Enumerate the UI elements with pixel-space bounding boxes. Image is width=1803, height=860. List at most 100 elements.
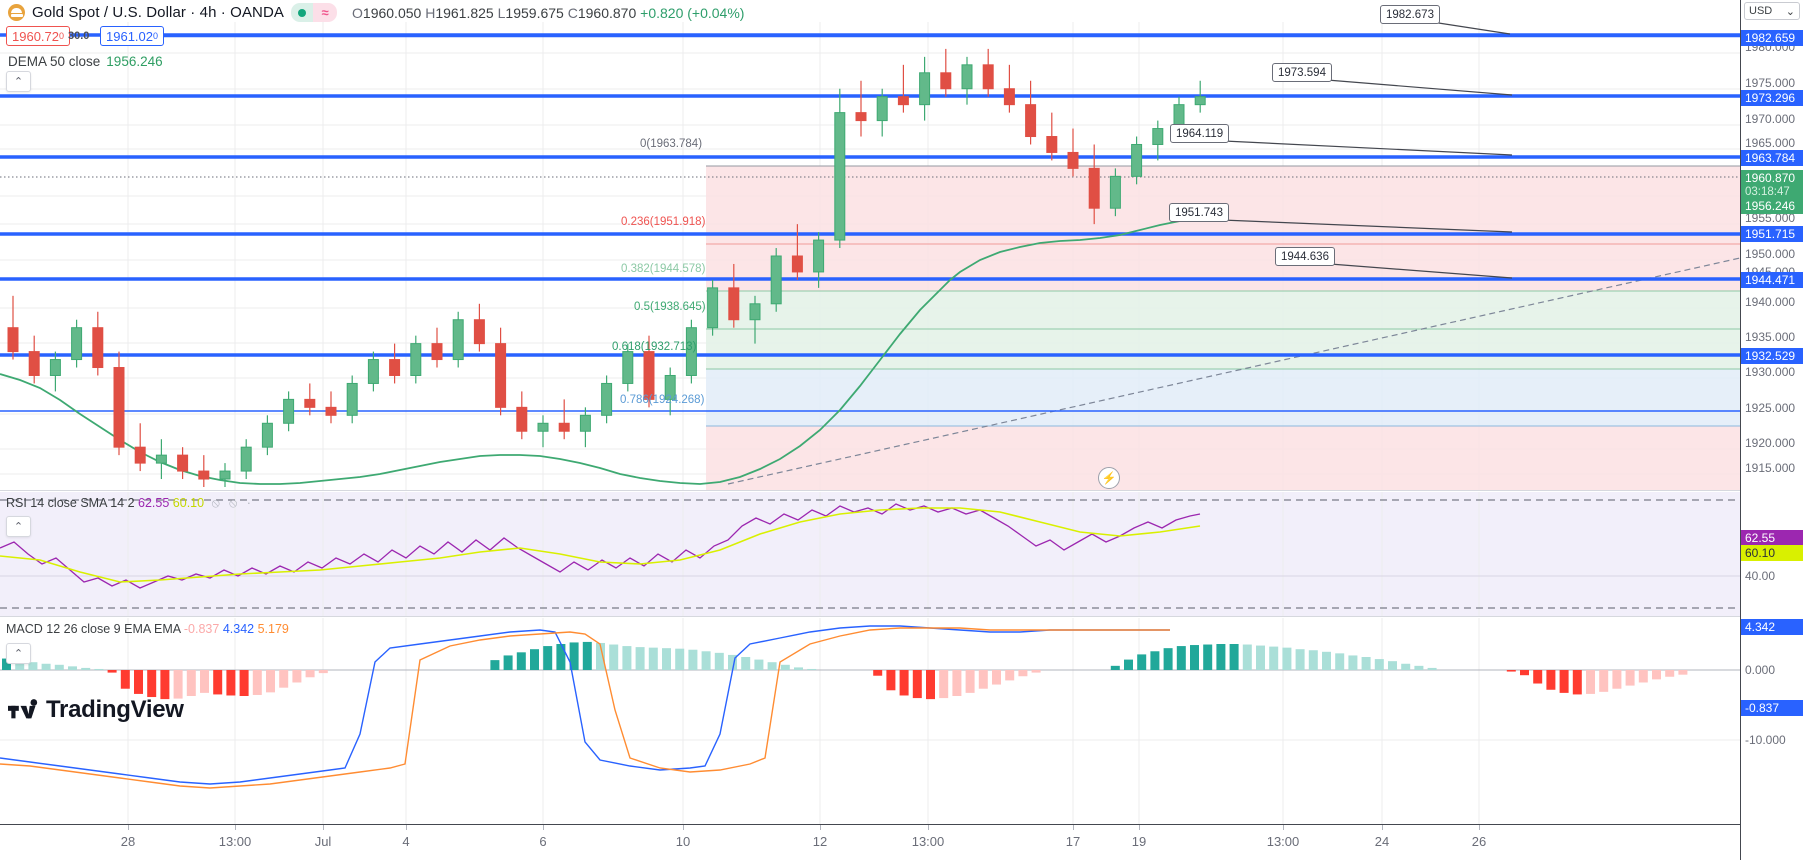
- macd-histogram-bar: [965, 670, 975, 693]
- dema-legend[interactable]: DEMA 50 close 1956.246: [8, 54, 163, 69]
- time-axis[interactable]: 28 13:00 Jul 4 6 10 12 13:00 17 19 13:00 24 26: [0, 824, 1740, 860]
- candlestick: [1025, 80, 1037, 145]
- dema-legend-value: 1956.246: [106, 54, 163, 69]
- macd-histogram-bar: [305, 670, 315, 678]
- candlestick: [558, 399, 570, 440]
- axis-price-badge[interactable]: 1963.784: [1741, 150, 1803, 166]
- change-value: +0.820 (+0.04%): [640, 4, 745, 21]
- candlestick: [155, 439, 167, 480]
- macd-histogram-bar: [1533, 670, 1543, 684]
- candlestick: [389, 343, 401, 384]
- rsi-chart-svg: [0, 492, 1740, 616]
- time-axis-label: 13:00: [911, 834, 945, 849]
- axis-price-badge[interactable]: -0.837: [1741, 700, 1803, 716]
- candlestick: [1131, 136, 1143, 185]
- macd-histogram-bar: [292, 670, 302, 683]
- collapse-macd-pane-button[interactable]: ⌃: [6, 643, 31, 664]
- macd-histogram-bar: [714, 652, 724, 670]
- callout-1973[interactable]: 1973.594: [1272, 63, 1332, 82]
- axis-tick: 1930.000: [1745, 365, 1796, 379]
- macd-histogram-bar: [120, 670, 130, 689]
- macd-histogram-bar: [107, 670, 117, 673]
- rsi-legend[interactable]: RSI 14 close SMA 14 2 62.55 60.10 ⦸ ⦸ ·: [6, 496, 254, 511]
- macd-histogram-bar: [1269, 646, 1279, 670]
- macd-histogram-bar: [1361, 657, 1371, 670]
- candlestick: [516, 391, 528, 440]
- callout-1944[interactable]: 1944.636: [1275, 247, 1335, 266]
- rsi-pane[interactable]: [0, 492, 1740, 616]
- fib-label-0382: 0.382(1944.578): [621, 263, 706, 275]
- price-axis[interactable]: USD ⌄ 1980.000 1975.000 1970.000 1965.000 19…: [1740, 0, 1803, 860]
- pane-divider-1[interactable]: [0, 490, 1740, 491]
- axis-price-badge[interactable]: 62.55: [1741, 530, 1803, 546]
- pane-divider-2[interactable]: [0, 616, 1740, 617]
- fib-trend-line: [727, 257, 1740, 485]
- macd-histogram-bar: [701, 651, 711, 670]
- bid-price-decimal: 0: [59, 31, 65, 41]
- time-axis-label: 13:00: [1266, 834, 1300, 849]
- macd-histogram-bar: [147, 670, 157, 698]
- axis-price-badge[interactable]: 1973.296: [1741, 90, 1803, 106]
- macd-histogram-bar: [213, 670, 223, 695]
- macd-histogram-bar: [2, 658, 11, 670]
- fib-zone-below-786: [706, 426, 1740, 490]
- axis-tick: 1940.000: [1745, 295, 1796, 309]
- fib-zone-0-382: [706, 166, 1740, 291]
- bid-price-tag[interactable]: 1960.72 0: [6, 26, 71, 46]
- macd-histogram-bar: [899, 670, 909, 696]
- macd-histogram-bar: [1005, 670, 1015, 681]
- macd-histogram-bar: [1625, 670, 1635, 686]
- fib-label-0618: 0.618(1932.713): [612, 341, 697, 353]
- macd-histogram-bar: [1031, 670, 1041, 673]
- ask-price-tag[interactable]: 1961.02 0: [100, 26, 165, 46]
- callout-1951[interactable]: 1951.743: [1169, 203, 1229, 222]
- currency-label: USD: [1749, 5, 1773, 17]
- macd-histogram-bar: [1137, 654, 1147, 670]
- macd-histogram-bar: [754, 659, 764, 670]
- dema-axis-badge[interactable]: 1956.246: [1741, 198, 1803, 214]
- last-price-badge[interactable]: 1960.870 03:18:47: [1741, 170, 1803, 200]
- macd-histogram-bar: [186, 670, 196, 696]
- collapse-rsi-pane-button[interactable]: ⌃: [6, 516, 31, 537]
- axis-price-badge[interactable]: 1944.471: [1741, 272, 1803, 288]
- candlestick: [495, 327, 507, 416]
- macd-histogram-bar: [1652, 670, 1661, 680]
- axis-price-badge[interactable]: 1932.529: [1741, 348, 1803, 364]
- spread-value: 30.0: [68, 30, 90, 42]
- macd-histogram-bar: [1572, 670, 1582, 695]
- axis-price-badge[interactable]: 60.10: [1741, 545, 1803, 561]
- candlestick: [685, 319, 697, 384]
- axis-price-badge[interactable]: 1951.715: [1741, 226, 1803, 242]
- fib-label-0786: 0.786(1924.268): [620, 394, 705, 406]
- time-axis-label: 28: [120, 834, 136, 849]
- macd-histogram-bar: [1586, 670, 1595, 694]
- macd-legend[interactable]: MACD 12 26 close 9 EMA EMA -0.837 4.342 …: [6, 622, 289, 636]
- symbol-title[interactable]: Gold Spot / U.S. Dollar · 4h · OANDA: [32, 4, 285, 21]
- rsi-legend-icons[interactable]: ⦸ ⦸ ·: [211, 496, 254, 510]
- axis-price-badge[interactable]: 4.342: [1741, 619, 1803, 635]
- candlestick: [707, 279, 719, 336]
- macd-pane[interactable]: [0, 618, 1740, 824]
- candlestick: [71, 319, 83, 368]
- axis-tick: 1975.000: [1745, 76, 1796, 90]
- price-pane[interactable]: 0(1963.784) 0.236(1951.918) 0.382(1944.5…: [0, 22, 1740, 490]
- candlestick: [1046, 112, 1058, 161]
- macd-legend-name: MACD 12 26 close 9 EMA EMA: [6, 622, 181, 636]
- rsi-legend-value: 62.55: [138, 496, 170, 510]
- candlestick: [1109, 168, 1121, 217]
- callout-1964[interactable]: 1964.119: [1170, 124, 1230, 143]
- candlestick: [304, 383, 316, 416]
- macd-histogram-bar: [1427, 667, 1437, 670]
- callout-1982[interactable]: 1982.673: [1380, 5, 1440, 24]
- candlestick: [961, 56, 973, 105]
- fib-label-05: 0.5(1938.645): [634, 301, 706, 313]
- low-label: L: [497, 4, 506, 21]
- time-axis-label: 12: [812, 834, 828, 849]
- currency-selector[interactable]: USD ⌄: [1744, 2, 1800, 20]
- collapse-price-pane-button[interactable]: ⌃: [6, 71, 31, 92]
- market-status-pill[interactable]: ≈: [291, 3, 338, 22]
- axis-price-badge[interactable]: 1982.659: [1741, 30, 1803, 46]
- time-tick: [323, 825, 324, 830]
- replay-icon[interactable]: ⚡: [1098, 467, 1120, 489]
- market-open-indicator: [291, 3, 314, 22]
